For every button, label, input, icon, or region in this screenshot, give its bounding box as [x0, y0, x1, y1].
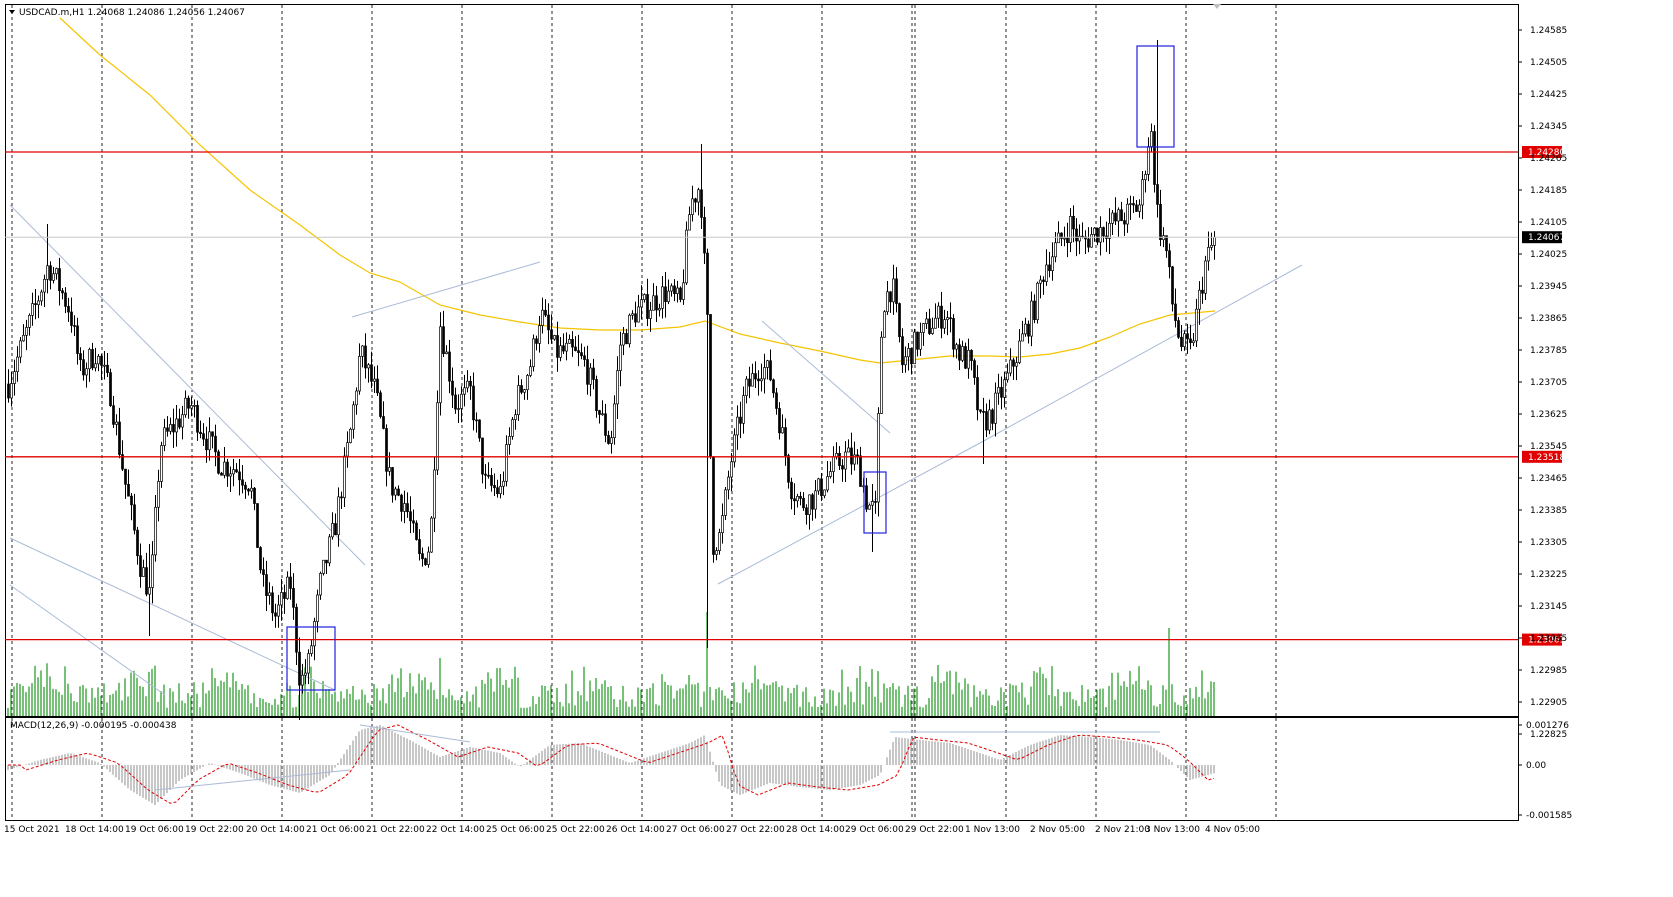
- price-tick: 1.23065: [1530, 634, 1567, 644]
- level-tag-text: 1.23061: [1528, 636, 1565, 646]
- dropdown-triangle-icon[interactable]: [9, 10, 15, 14]
- trendlines[interactable]: [9, 204, 1303, 696]
- main-chart-frame[interactable]: [5, 4, 1519, 717]
- price-tick: 1.24265: [1530, 154, 1567, 164]
- moving-average: [59, 17, 1216, 364]
- time-label: 3 Nov 13:00: [1145, 825, 1200, 835]
- macd-tick: 0.001276: [1526, 721, 1569, 731]
- time-label: 26 Oct 14:00: [606, 825, 665, 835]
- macd-axis: 0.001276 0.00 -0.001585: [1518, 721, 1572, 821]
- macd-tick: -0.001585: [1526, 811, 1572, 821]
- candles: [7, 40, 1216, 720]
- price-tick: 1.23465: [1530, 474, 1567, 484]
- macd-tick: 0.00: [1526, 761, 1546, 771]
- level-tag: [1522, 633, 1562, 646]
- time-label: 1 Nov 13:00: [965, 825, 1020, 835]
- time-label: 27 Oct 22:00: [726, 825, 785, 835]
- price-tick: 1.23705: [1530, 378, 1567, 388]
- level-tag-text: 1.23518: [1528, 453, 1565, 463]
- price-tick: 1.23545: [1530, 442, 1567, 452]
- price-tick: 1.23385: [1530, 506, 1567, 516]
- level-tag: [1522, 450, 1562, 463]
- price-tick: 1.23625: [1530, 410, 1567, 420]
- time-label: 20 Oct 14:00: [246, 825, 305, 835]
- level-tag: [1522, 146, 1562, 158]
- price-tick: 1.24345: [1530, 122, 1567, 132]
- price-tick: 1.23785: [1530, 346, 1567, 356]
- highlight-boxes[interactable]: [286, 45, 1175, 691]
- current-price-tag: [1522, 231, 1562, 244]
- horizontal-levels[interactable]: 1.24280 1.23518 1.23061 1.24067: [5, 146, 1565, 646]
- time-label: 18 Oct 14:00: [65, 825, 124, 835]
- level-tag-text: 1.24280: [1528, 148, 1565, 158]
- price-tick: 1.23305: [1530, 538, 1567, 548]
- highlight-box[interactable]: [863, 471, 887, 534]
- macd-label: MACD(12,26,9) -0.000195 -0.000438: [10, 721, 177, 731]
- time-axis[interactable]: 15 Oct 2021 18 Oct 14:00 19 Oct 06:00 19 Oc…: [4, 825, 1260, 835]
- time-label: 15 Oct 2021: [4, 825, 60, 835]
- price-tick: 1.23225: [1530, 570, 1567, 580]
- price-tick: 1.24185: [1530, 186, 1567, 196]
- time-label: 4 Nov 05:00: [1205, 825, 1260, 835]
- scroll-marker-icon[interactable]: [1213, 4, 1221, 9]
- macd-indicator: [7, 724, 1215, 805]
- symbol-info: USDCAD.m,H1 1.24068 1.24086 1.24056 1.24…: [19, 8, 245, 18]
- highlight-box[interactable]: [286, 626, 336, 691]
- time-label: 2 Nov 05:00: [1030, 825, 1085, 835]
- price-tick: 1.22905: [1530, 698, 1567, 708]
- current-price-tag-text: 1.24067: [1528, 233, 1565, 243]
- time-label: 29 Oct 22:00: [905, 825, 964, 835]
- price-tick: 1.23865: [1530, 314, 1567, 324]
- price-tick: 1.24425: [1530, 90, 1567, 100]
- price-tick: 1.24505: [1530, 58, 1567, 68]
- time-label: 2 Nov 21:00: [1095, 825, 1150, 835]
- time-label: 28 Oct 14:00: [786, 825, 845, 835]
- price-axis[interactable]: 1.24585 1.24505 1.24425 1.24345 1.24265 1.241…: [1213, 4, 1567, 740]
- highlight-box[interactable]: [1136, 45, 1175, 148]
- price-tick: 1.22825: [1530, 730, 1567, 740]
- time-label: 25 Oct 22:00: [546, 825, 605, 835]
- time-label: 22 Oct 14:00: [426, 825, 485, 835]
- time-label: 19 Oct 06:00: [125, 825, 184, 835]
- time-label: 25 Oct 06:00: [486, 825, 545, 835]
- time-label: 21 Oct 22:00: [366, 825, 425, 835]
- time-label: 27 Oct 06:00: [666, 825, 725, 835]
- time-label: 29 Oct 06:00: [845, 825, 904, 835]
- time-label: 19 Oct 22:00: [185, 825, 244, 835]
- price-tick: 1.22985: [1530, 666, 1567, 676]
- price-tick: 1.23145: [1530, 602, 1567, 612]
- price-tick: 1.24585: [1530, 26, 1567, 36]
- time-label: 21 Oct 06:00: [306, 825, 365, 835]
- price-tick: 1.24025: [1530, 250, 1567, 260]
- price-tick: 1.24105: [1530, 218, 1567, 228]
- price-tick: 1.23945: [1530, 282, 1567, 292]
